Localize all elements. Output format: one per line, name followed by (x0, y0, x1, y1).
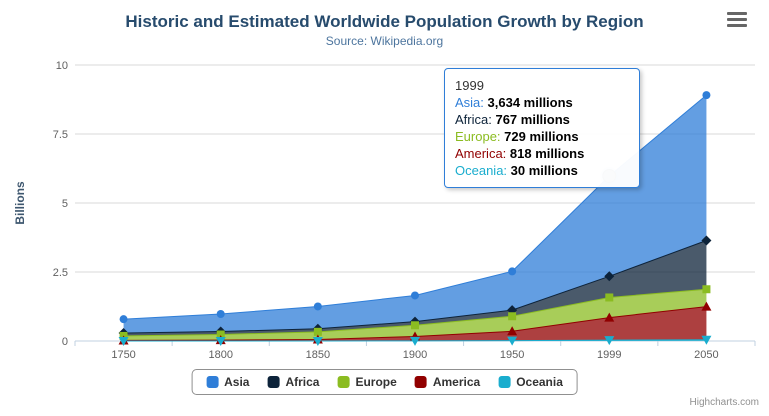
x-axis-label: 1850 (306, 349, 330, 361)
marker-oceania-1999[interactable] (604, 336, 615, 346)
credits-link[interactable]: Highcharts.com (689, 397, 759, 408)
marker-europe-2050[interactable] (702, 285, 711, 294)
marker-europe-1850[interactable] (313, 327, 322, 336)
tooltip-series-name: Europe: (455, 129, 505, 144)
x-axis-label: 1750 (111, 349, 135, 361)
marker-oceania-2050[interactable] (701, 335, 712, 345)
x-axis-label: 1999 (597, 349, 621, 361)
tooltip-series-name: Asia: (455, 95, 488, 110)
marker-america-1950[interactable] (507, 326, 518, 336)
tooltip: 1999 Asia: 3,634 millions Africa: 767 mil… (444, 68, 640, 188)
x-axis-label: 1950 (500, 349, 524, 361)
y-axis-label: 7.5 (53, 129, 68, 141)
legend-label: Asia (224, 375, 250, 389)
legend-label: America (432, 375, 481, 389)
marker-oceania-1750[interactable] (118, 336, 129, 346)
marker-europe-1900[interactable] (411, 321, 419, 330)
legend-symbol-icon (414, 376, 427, 388)
tooltip-series-value: 30 millions (510, 163, 578, 178)
marker-asia-2050[interactable] (702, 91, 711, 100)
x-axis-label: 1900 (403, 349, 427, 361)
area-africa[interactable] (123, 240, 707, 336)
area-asia[interactable] (123, 95, 707, 334)
tooltip-row-america: America: 818 millions (455, 145, 629, 162)
legend-item-africa[interactable]: Africa (267, 375, 319, 389)
legend-item-oceania[interactable]: Oceania (498, 375, 563, 389)
marker-oceania-1950[interactable] (507, 336, 518, 346)
legend-symbol-icon (206, 376, 219, 388)
marker-europe-1950[interactable] (508, 312, 517, 321)
tooltip-row-europe: Europe: 729 millions (455, 128, 629, 145)
marker-asia-1800[interactable] (216, 310, 225, 319)
marker-asia-1950[interactable] (508, 267, 517, 276)
legend-label: Europe (355, 375, 397, 389)
tooltip-series-value: 729 millions (504, 129, 579, 144)
y-axis-label: 10 (56, 60, 68, 72)
tooltip-series-name: Africa: (455, 112, 496, 127)
tooltip-row-oceania: Oceania: 30 millions (455, 162, 629, 179)
tooltip-row-africa: Africa: 767 millions (455, 111, 629, 128)
legend-item-asia[interactable]: Asia (206, 375, 249, 389)
marker-america-2050[interactable] (701, 301, 712, 311)
marker-europe-1999[interactable] (605, 293, 614, 302)
tooltip-series-value: 818 millions (509, 146, 585, 161)
tooltip-rows: Asia: 3,634 millions Africa: 767 millions… (455, 94, 629, 179)
x-axis-label: 2050 (694, 349, 718, 361)
marker-africa-1999[interactable] (604, 271, 615, 282)
legend-symbol-icon (337, 376, 350, 388)
y-axis-label: 0 (62, 336, 68, 348)
y-axis-label: 5 (62, 198, 68, 210)
tooltip-series-name: Oceania: (455, 163, 511, 178)
legend-symbol-icon (498, 376, 511, 388)
export-menu-icon[interactable] (727, 12, 747, 27)
marker-america-1999[interactable] (604, 312, 615, 322)
marker-africa-2050[interactable] (701, 235, 712, 246)
menu-bar-icon (727, 12, 747, 15)
legend-item-europe[interactable]: Europe (337, 375, 397, 389)
chart-title: Historic and Estimated Worldwide Populat… (125, 12, 644, 31)
marker-asia-1850[interactable] (313, 302, 322, 311)
legend-symbol-icon (267, 376, 280, 388)
legend-label: Oceania (516, 375, 563, 389)
y-axis-title: Billions (13, 181, 27, 225)
marker-asia-1900[interactable] (411, 291, 419, 300)
tooltip-header: 1999 (455, 78, 484, 93)
menu-bar-icon (727, 24, 747, 27)
legend: Asia Africa Europe America Oceania (191, 369, 578, 395)
chart-subtitle: Source: Wikipedia.org (325, 34, 444, 48)
tooltip-series-name: America: (455, 146, 510, 161)
area-america[interactable] (123, 306, 707, 341)
marker-europe-1800[interactable] (216, 330, 225, 339)
legend-item-america[interactable]: America (414, 375, 481, 389)
marker-oceania-1850[interactable] (312, 336, 323, 346)
marker-oceania-1900[interactable] (410, 336, 420, 346)
marker-oceania-1800[interactable] (215, 336, 226, 346)
tooltip-series-value: 3,634 millions (487, 95, 573, 110)
legend-label: Africa (285, 375, 320, 389)
menu-bar-icon (727, 18, 747, 21)
tooltip-row-asia: Asia: 3,634 millions (455, 94, 629, 111)
tooltip-series-value: 767 millions (495, 112, 570, 127)
y-axis-label: 2.5 (53, 267, 68, 279)
marker-asia-1750[interactable] (119, 315, 128, 324)
x-axis-label: 1800 (208, 349, 232, 361)
